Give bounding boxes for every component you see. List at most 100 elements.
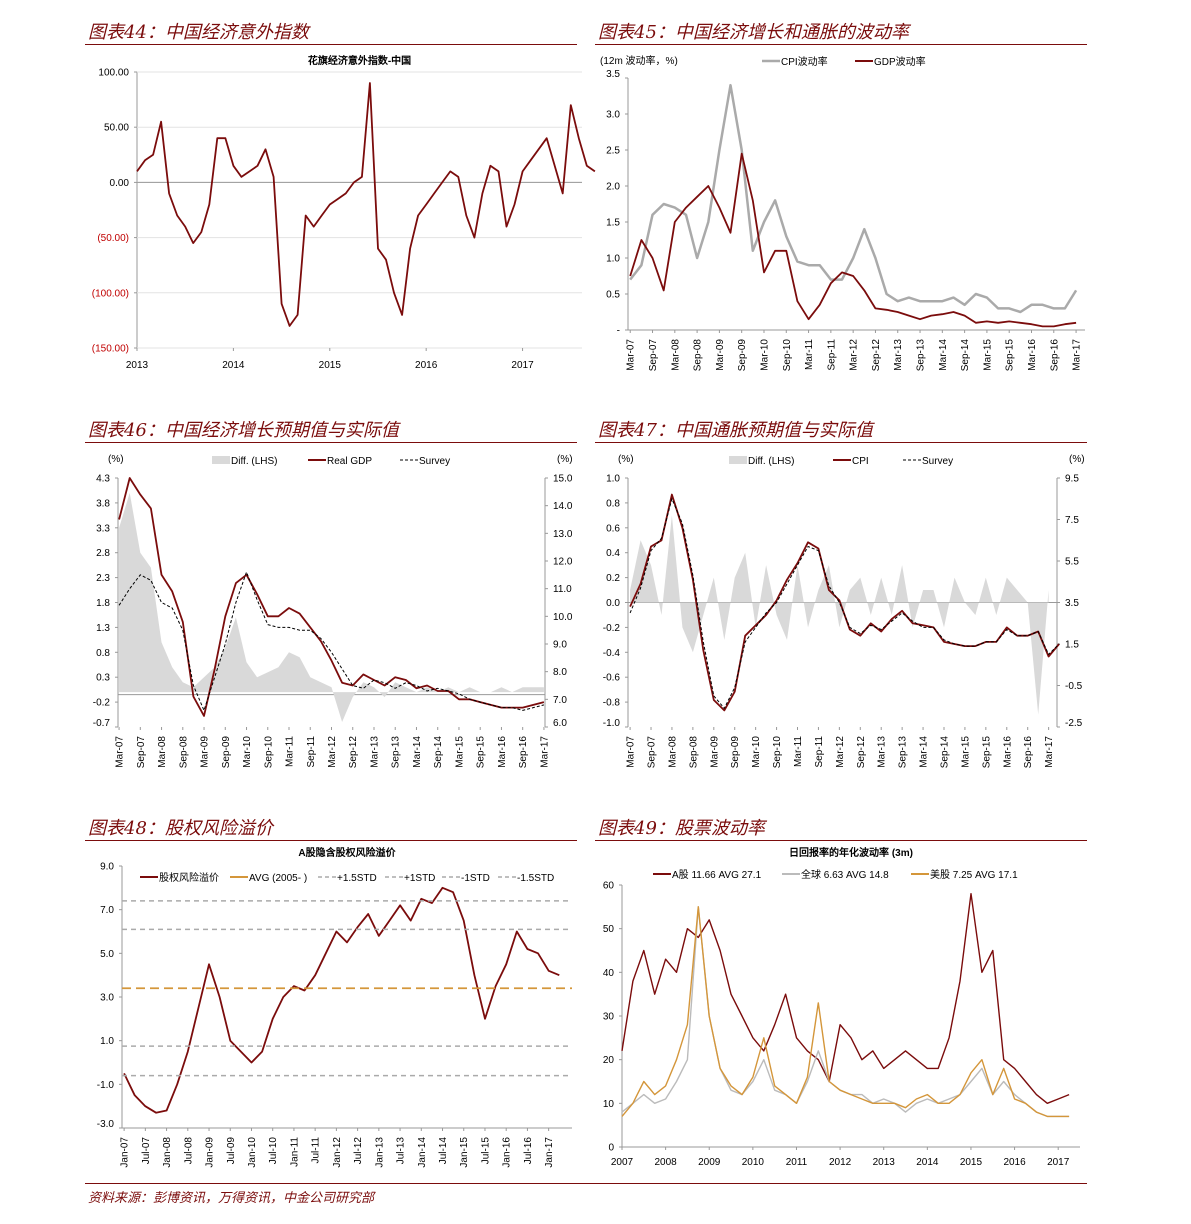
x-tick-label: Sep-14 <box>939 736 950 769</box>
y-tick-label-right: 13.0 <box>553 529 573 540</box>
y-tick-label: 60 <box>603 881 615 892</box>
x-tick-label: Mar-15 <box>982 339 993 371</box>
x-tick-label: Jan-15 <box>459 1137 470 1168</box>
panel-title-44: 图表44：中国经济意外指数 <box>88 22 309 43</box>
y-tick-label: - <box>617 326 620 337</box>
x-tick-label: Sep-15 <box>981 736 992 769</box>
x-tick-label: 2011 <box>786 1157 808 1168</box>
y-tick-label-right: 12.0 <box>553 557 573 568</box>
x-tick-label: 2016 <box>415 360 438 371</box>
x-tick-label: Mar-14 <box>412 736 423 768</box>
y-tick-label-right: 9.0 <box>553 640 567 651</box>
y-tick-label: (150.00) <box>92 344 129 355</box>
x-tick-label: Sep-09 <box>737 339 748 372</box>
x-tick-label: Sep-08 <box>688 736 699 769</box>
legend-cpi: CPI <box>852 456 869 467</box>
diff-area <box>119 492 544 722</box>
y-tick-label: 1.0 <box>100 1036 114 1047</box>
legend-real-gdp: Real GDP <box>327 456 372 467</box>
y-tick-label: 0.5 <box>606 290 620 301</box>
x-tick-label: Sep-15 <box>1005 339 1016 372</box>
y-tick-label: 9.0 <box>100 862 114 873</box>
x-tick-label: Mar-16 <box>497 736 508 768</box>
y-tick-label: 100.00 <box>98 68 129 79</box>
x-tick-label: Mar-17 <box>539 736 550 768</box>
y-tick-label-right: 15.0 <box>553 474 573 485</box>
y-tick-label: 2.0 <box>606 182 620 193</box>
y-tick-label: -0.8 <box>603 698 621 709</box>
x-tick-label: Mar-13 <box>893 339 904 371</box>
x-tick-label: Sep-07 <box>648 339 659 372</box>
y-tick-label-right: 8.0 <box>553 667 567 678</box>
x-tick-label: Sep-10 <box>772 736 783 769</box>
x-tick-label: Mar-10 <box>751 736 762 768</box>
x-tick-label: Mar-12 <box>327 736 338 768</box>
y-tick-label: -0.2 <box>603 623 621 634</box>
x-tick-label: Mar-08 <box>157 736 168 768</box>
y-axis-label-left: (%) <box>108 454 124 465</box>
x-tick-label: Mar-15 <box>960 736 971 768</box>
x-tick-label: Mar-11 <box>793 736 804 767</box>
x-tick-label: 2016 <box>1003 1157 1026 1168</box>
y-tick-label-right: -0.5 <box>1065 681 1083 692</box>
y-axis-label-right: (%) <box>1069 454 1085 465</box>
legend-plus1std: +1STD <box>404 873 435 884</box>
legend-us: 美股 7.25 AVG 17.1 <box>930 868 1018 881</box>
y-tick-label: 3.3 <box>96 523 110 534</box>
x-tick-label: 2012 <box>829 1157 852 1168</box>
y-tick-label: 2.8 <box>96 548 110 559</box>
x-tick-label: 2013 <box>126 360 149 371</box>
y-tick-label: 1.3 <box>96 623 110 634</box>
x-tick-label: 2013 <box>873 1157 896 1168</box>
x-tick-label: Jul-07 <box>141 1137 152 1165</box>
legend-minus15std: -1.5STD <box>517 873 554 884</box>
y-tick-label: 4.3 <box>96 474 110 485</box>
x-tick-label: 2008 <box>654 1157 677 1168</box>
x-tick-label: Sep-09 <box>730 736 741 769</box>
y-tick-label: (100.00) <box>92 288 129 299</box>
y-axis-label-left: (%) <box>618 454 634 465</box>
x-tick-label: Jul-09 <box>226 1137 237 1165</box>
x-tick-label: Mar-07 <box>115 736 126 768</box>
y-tick-label: 3.8 <box>96 498 110 509</box>
y-tick-label: 1.5 <box>606 218 620 229</box>
y-tick-label: 20 <box>603 1055 615 1066</box>
x-tick-label: 2010 <box>742 1157 765 1168</box>
x-tick-label: Mar-15 <box>454 736 465 768</box>
x-tick-label: Mar-10 <box>759 339 770 371</box>
x-tick-label: 2009 <box>698 1157 721 1168</box>
legend-plus15std: +1.5STD <box>337 873 377 884</box>
x-tick-label: Jul-08 <box>183 1137 194 1165</box>
y-tick-label: 0.2 <box>606 573 620 584</box>
x-tick-label: Sep-11 <box>306 736 317 768</box>
y-tick-label: 2.5 <box>606 146 620 157</box>
x-tick-label: Sep-12 <box>348 736 359 769</box>
x-tick-label: 2007 <box>611 1157 634 1168</box>
x-tick-label: Jul-16 <box>523 1137 534 1165</box>
x-tick-label: Jul-13 <box>396 1137 407 1165</box>
panel-title-46: 图表46：中国经济增长预期值与实际值 <box>88 420 399 441</box>
y-tick-label: 30 <box>603 1012 615 1023</box>
x-tick-label: Sep-10 <box>782 339 793 372</box>
x-tick-label: Jan-10 <box>247 1137 258 1168</box>
x-tick-label: Mar-07 <box>626 736 637 768</box>
x-tick-label: Jan-14 <box>417 1137 428 1168</box>
x-tick-label: Mar-11 <box>285 736 296 767</box>
y-tick-label: (50.00) <box>97 233 129 244</box>
legend-swatch <box>212 456 230 464</box>
title-rule <box>595 44 1087 45</box>
legend-a-share: A股 11.66 AVG 27.1 <box>672 869 762 881</box>
y-tick-label: -1.0 <box>603 718 621 729</box>
x-tick-label: 2015 <box>960 1157 983 1168</box>
x-tick-label: Sep-13 <box>391 736 402 769</box>
x-tick-label: 2014 <box>916 1157 939 1168</box>
x-tick-label: Mar-08 <box>670 339 681 371</box>
y-tick-label: 3.0 <box>100 993 114 1004</box>
y-tick-label-right: 5.5 <box>1065 557 1079 568</box>
legend-survey: Survey <box>922 456 953 467</box>
legend-global: 全球 6.63 AVG 14.8 <box>801 868 889 881</box>
y-tick-label: 1.0 <box>606 474 620 485</box>
x-tick-label: Mar-09 <box>200 736 211 768</box>
y-tick-label: 0.0 <box>606 598 620 609</box>
